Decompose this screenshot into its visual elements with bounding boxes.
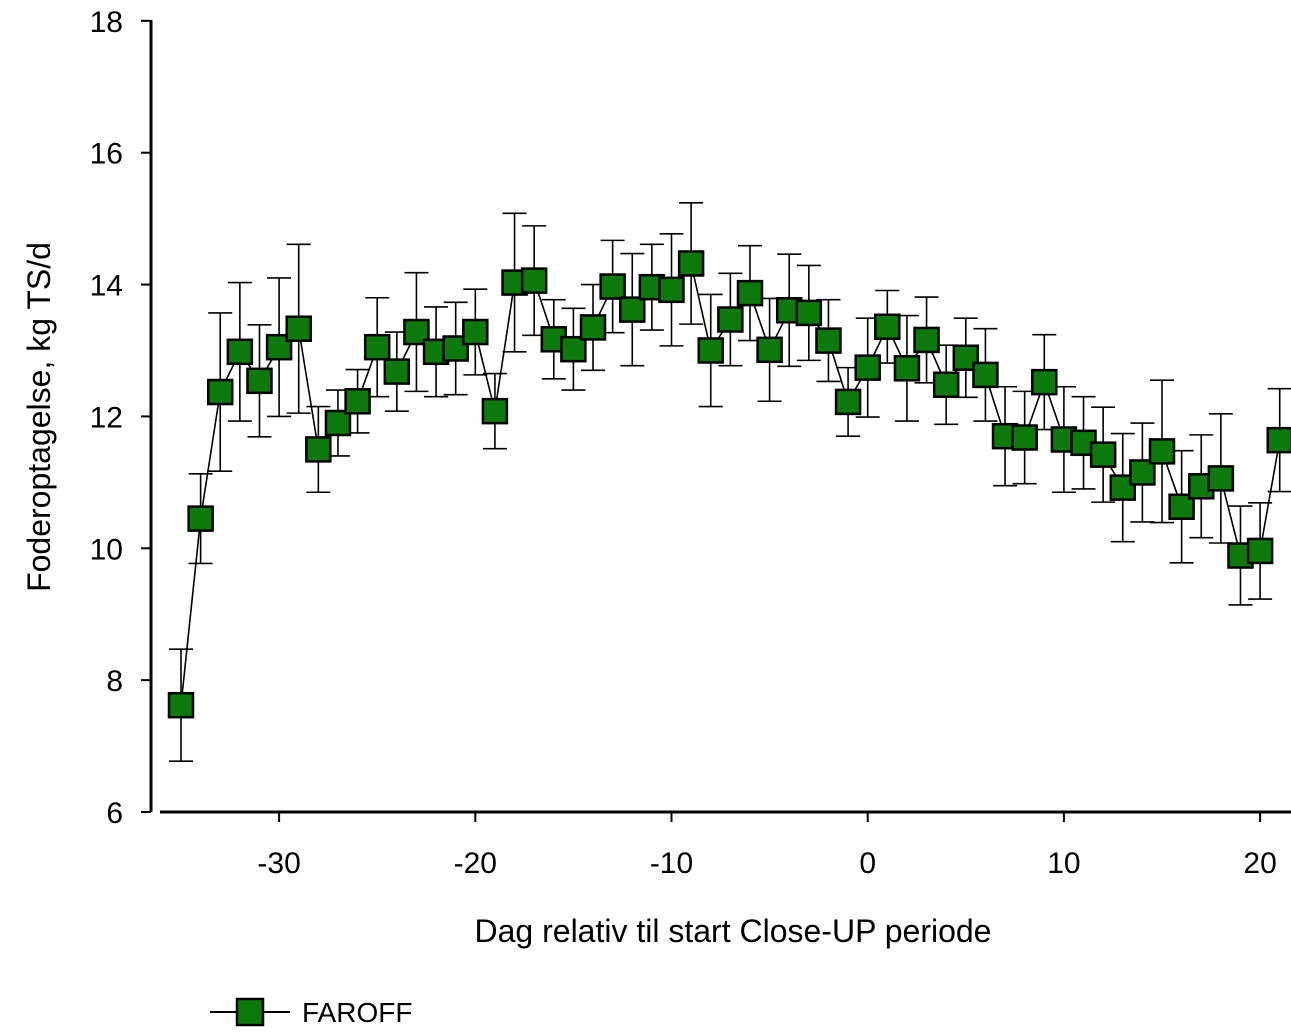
y-axis-title: Foderoptagelse, kg TS/d [21, 242, 57, 592]
data-point [579, 314, 607, 341]
data-point [1089, 441, 1117, 468]
x-axis-title: Dag relativ til start Close-UP periode [475, 913, 992, 949]
legend-label: FAROFF [302, 997, 412, 1027]
data-point [520, 267, 548, 294]
data-point [893, 355, 921, 382]
data-point [226, 338, 254, 366]
data-point [1266, 426, 1291, 454]
data-point [736, 279, 764, 307]
x-tick-label: 0 [859, 847, 876, 880]
legend-marker [235, 997, 265, 1027]
data-point [1148, 438, 1176, 465]
data-point [913, 326, 940, 354]
x-tick-label: 20 [1243, 847, 1276, 880]
y-tick-label: 8 [106, 665, 123, 698]
data-point [1207, 465, 1235, 492]
data-point [1246, 537, 1274, 565]
data-point [167, 691, 195, 719]
y-tick-label: 6 [106, 797, 123, 830]
y-tick-label: 16 [90, 138, 123, 171]
data-point [481, 397, 509, 425]
y-tick-label: 18 [90, 6, 123, 39]
data-point [854, 354, 881, 381]
data-point [834, 388, 862, 416]
markers [167, 250, 1291, 719]
legend: FAROFF [210, 997, 412, 1028]
data-point [363, 333, 391, 361]
data-point [285, 315, 312, 342]
data-point [815, 327, 842, 354]
data-point [462, 318, 489, 346]
data-point [658, 276, 685, 304]
y-tick-label: 12 [90, 401, 123, 434]
x-tick-label: -10 [650, 847, 693, 880]
data-point [206, 378, 234, 406]
data-point [874, 313, 901, 341]
x-tick-label: -20 [454, 847, 497, 880]
data-point [1031, 368, 1058, 396]
data-point [383, 358, 411, 385]
data-point [324, 409, 352, 437]
data-point [187, 505, 214, 532]
data-point [599, 273, 626, 300]
data-point [932, 371, 960, 399]
data-point [560, 335, 587, 363]
x-tick-label: -30 [257, 847, 300, 880]
data-point [756, 336, 783, 364]
data-point [717, 306, 744, 333]
data-point [619, 296, 646, 323]
data-point [795, 299, 823, 327]
data-point [1011, 424, 1038, 451]
data-point [305, 436, 332, 463]
data-point [344, 388, 371, 415]
data-point [697, 337, 724, 364]
data-point [246, 367, 273, 395]
data-point [403, 318, 430, 346]
y-tick-label: 14 [90, 270, 123, 303]
y-tick-label: 10 [90, 533, 123, 566]
x-tick-label: 10 [1047, 847, 1080, 880]
data-point [677, 250, 705, 277]
data-point [442, 335, 469, 362]
data-point [972, 361, 999, 389]
axes: 6 8 10 12 14 16 18 -30 -20 -10 0 10 20 [90, 6, 1291, 880]
